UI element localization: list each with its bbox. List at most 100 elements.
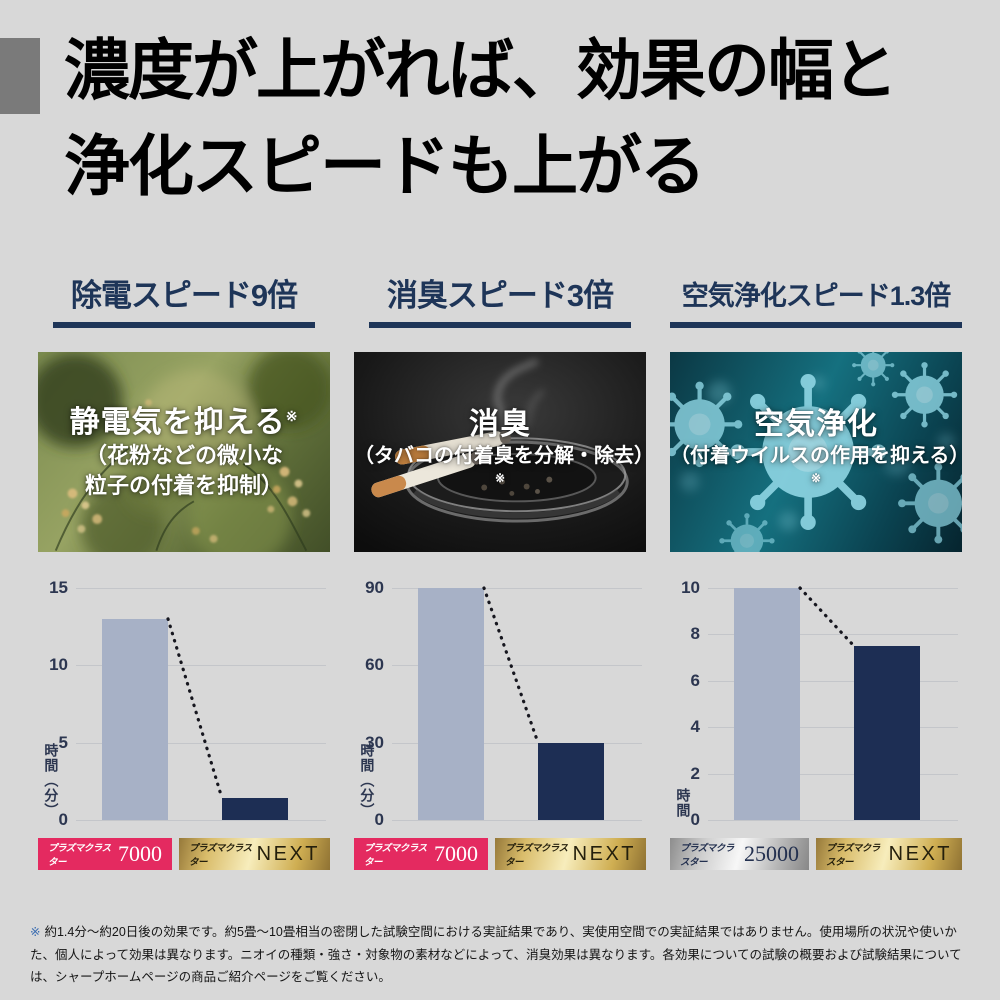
- badge-brand-label: プラズマクラスター: [364, 843, 427, 868]
- grid: [76, 665, 326, 667]
- header-underline: [670, 322, 962, 328]
- dotted-decline-line: [482, 586, 540, 745]
- ticklab: 2: [690, 763, 700, 783]
- ticklab: 0: [374, 810, 384, 829]
- column-header-deodorize: 消臭スピード3倍: [354, 276, 646, 328]
- ticklab: 15: [49, 578, 68, 597]
- badge-model-label: 7000: [434, 841, 478, 866]
- caption-sub-line2: 粒子の付着を抑制）: [84, 472, 283, 498]
- purify-caption: 空気浄化 （付着ウイルスの作用を抑える）※: [670, 352, 962, 552]
- grid: [392, 588, 642, 589]
- column-header-purify: 空気浄化スピード1.3倍: [670, 276, 962, 328]
- ashtray-smoke-illustration: [371, 358, 629, 523]
- badge-plasmacluster-next: プラズマクラスター NEXT: [815, 838, 962, 870]
- grid: [708, 588, 958, 589]
- pollen-cedar-photo: 静電気を抑える※ （花粉などの微小な 粒子の付着を抑制）: [38, 352, 330, 552]
- reference-mark: ※: [494, 471, 506, 486]
- footnote: ※ 約1.4分～約20日後の効果です。約5畳～10畳相当の密閉した試験空間における…: [30, 921, 976, 989]
- badge-brand-label: プラズマクラスター: [48, 843, 111, 868]
- axislab: 時間（分）: [359, 743, 376, 818]
- reference-mark: ※: [30, 925, 41, 939]
- badge-row: プラズマクラスター 25000 プラズマクラスター NEXT: [670, 838, 962, 870]
- badge-model-label: NEXT: [256, 843, 320, 865]
- badge-plasmacluster-next: プラズマクラスター NEXT: [495, 838, 646, 870]
- ticklab: 60: [365, 655, 384, 675]
- ticklab: 10: [49, 655, 68, 675]
- feature-columns: 除電スピード9倍: [38, 276, 962, 870]
- grid: [392, 820, 642, 821]
- grid: [708, 727, 958, 729]
- ticklab: 0: [690, 810, 700, 829]
- pollen-caption: 静電気を抑える※ （花粉などの微小な 粒子の付着を抑制）: [38, 352, 330, 552]
- ticklab: 10: [681, 578, 700, 597]
- badge-model-label: NEXT: [888, 843, 952, 865]
- badge-plasmacluster-next: プラズマクラスター NEXT: [179, 838, 330, 870]
- badge-row: プラズマクラスター 7000 プラズマクラスター NEXT: [38, 838, 330, 870]
- title-accent-square: [0, 38, 40, 114]
- badge-plasmacluster-7000: プラズマクラスター 7000: [354, 838, 488, 870]
- column-header-label: 除電スピード9倍: [70, 278, 298, 313]
- column-deodorize: 消臭スピード3倍: [354, 276, 646, 870]
- grid: [708, 680, 958, 682]
- caption-sub-line1: （タバコの付着臭を分解・除去）※: [354, 445, 646, 486]
- reference-mark: ※: [810, 471, 822, 486]
- bar: [418, 588, 484, 820]
- grid: [708, 634, 958, 636]
- ticklab: 6: [690, 670, 700, 690]
- ticklab: 5: [58, 732, 68, 752]
- bar: [538, 742, 604, 820]
- deodorize-speed-bar-chart: 0 30 60 90 時間（分）: [354, 578, 646, 830]
- badge-brand-label: プラズマクラスター: [505, 843, 568, 868]
- bar: [222, 798, 288, 820]
- header-underline: [368, 322, 632, 328]
- column-static-electricity: 除電スピード9倍: [38, 276, 330, 870]
- grid: [392, 665, 642, 667]
- header-underline: [52, 322, 316, 328]
- dotted-decline-line: [798, 586, 856, 648]
- ticklab: 4: [690, 717, 700, 737]
- bar: [734, 588, 800, 820]
- grid: [76, 820, 326, 821]
- badge-row: プラズマクラスター 7000 プラズマクラスター NEXT: [354, 838, 646, 870]
- ticklab: 30: [365, 732, 384, 752]
- column-header-label: 消臭スピード3倍: [386, 278, 614, 313]
- badge-brand-label: プラズマクラスター: [189, 843, 252, 868]
- column-header-static: 除電スピード9倍: [38, 276, 330, 328]
- ticklab: 8: [690, 624, 700, 644]
- grid: [76, 742, 326, 744]
- column-header-label: 空気浄化スピード1.3倍: [681, 281, 952, 311]
- deodorize-caption: 消臭 （タバコの付着臭を分解・除去）※: [354, 352, 646, 552]
- badge-model-label: 7000: [118, 841, 162, 866]
- static-speed-bar-chart: 0 5 10 15 時間（分）: [38, 578, 330, 830]
- caption-main: 消臭: [469, 407, 531, 441]
- virus-illustration: [670, 352, 962, 552]
- page-title-line2: 浄化スピードも上がる: [64, 129, 706, 204]
- dotted-decline-line: [166, 617, 224, 800]
- ticklab: 0: [58, 810, 68, 829]
- column-air-purify: 空気浄化スピード1.3倍: [670, 276, 962, 870]
- footnote-text: 約1.4分～約20日後の効果です。約5畳～10畳相当の密閉した試験空間における実…: [30, 925, 962, 984]
- axislab: 時間: [675, 788, 692, 818]
- caption-sub-line1: （花粉などの微小な: [84, 443, 283, 469]
- badge-plasmacluster-25000: プラズマクラスター 25000: [670, 838, 809, 870]
- bar: [854, 646, 920, 820]
- axislab: 時間（分）: [43, 743, 60, 818]
- grid: [708, 820, 958, 821]
- badge-plasmacluster-7000: プラズマクラスター 7000: [38, 838, 172, 870]
- page-title: 濃度が上がれば、効果の幅と 浄化スピードも上がる: [64, 22, 898, 215]
- cedar-pollen-illustration: [38, 352, 330, 552]
- badge-brand-label: プラズマクラスター: [680, 843, 734, 868]
- caption-main: 空気浄化: [754, 407, 878, 441]
- page-title-line1: 濃度が上がれば、効果の幅と: [64, 33, 898, 107]
- caption-main: 静電気を抑える※: [69, 405, 299, 439]
- virus-photo: 空気浄化 （付着ウイルスの作用を抑える）※: [670, 352, 962, 552]
- reference-mark: ※: [285, 407, 299, 424]
- grid: [708, 773, 958, 775]
- badge-brand-label: プラズマクラスター: [825, 843, 880, 868]
- ashtray-cigarette-photo: 消臭 （タバコの付着臭を分解・除去）※: [354, 352, 646, 552]
- badge-model-label: 25000: [743, 841, 799, 866]
- grid: [76, 588, 326, 589]
- badge-model-label: NEXT: [572, 843, 636, 865]
- purify-speed-bar-chart: 0 2 4 6 8 10 時間: [670, 578, 962, 830]
- ticklab: 90: [365, 578, 384, 597]
